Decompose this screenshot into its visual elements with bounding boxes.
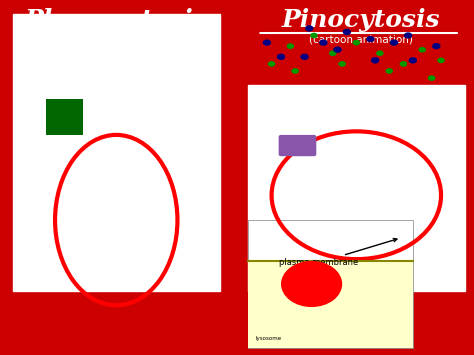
Circle shape	[301, 54, 309, 60]
Circle shape	[428, 75, 436, 81]
Circle shape	[281, 261, 342, 307]
Bar	[13, 14, 220, 291]
Bar	[248, 261, 413, 348]
Text: Phagocytosis: Phagocytosis	[25, 7, 208, 32]
Circle shape	[366, 36, 374, 42]
Circle shape	[263, 39, 271, 46]
Text: Pinocytosis: Pinocytosis	[282, 7, 440, 32]
Circle shape	[400, 61, 407, 67]
Circle shape	[287, 43, 294, 49]
Circle shape	[438, 58, 445, 63]
Circle shape	[376, 50, 383, 56]
Circle shape	[390, 39, 398, 46]
Text: (cartoon animation): (cartoon animation)	[309, 35, 413, 45]
Circle shape	[353, 40, 360, 45]
Circle shape	[338, 61, 346, 67]
Circle shape	[292, 68, 299, 74]
Circle shape	[343, 29, 351, 35]
Text: lysosome: lysosome	[255, 336, 281, 341]
Circle shape	[329, 50, 337, 56]
Bar	[46, 99, 83, 135]
FancyBboxPatch shape	[279, 135, 316, 156]
Bar	[248, 85, 465, 291]
Circle shape	[319, 39, 328, 46]
Text: plasma membrane: plasma membrane	[279, 239, 397, 267]
Circle shape	[385, 68, 393, 74]
Circle shape	[305, 25, 313, 32]
Circle shape	[371, 57, 379, 64]
Circle shape	[277, 54, 285, 60]
Circle shape	[268, 61, 275, 67]
Text: (cartoon animation): (cartoon animation)	[64, 35, 168, 45]
Circle shape	[404, 32, 412, 39]
Circle shape	[432, 43, 440, 49]
Circle shape	[333, 47, 342, 53]
Circle shape	[409, 57, 417, 64]
Bar	[248, 220, 413, 348]
Circle shape	[419, 47, 426, 53]
Circle shape	[310, 33, 318, 38]
